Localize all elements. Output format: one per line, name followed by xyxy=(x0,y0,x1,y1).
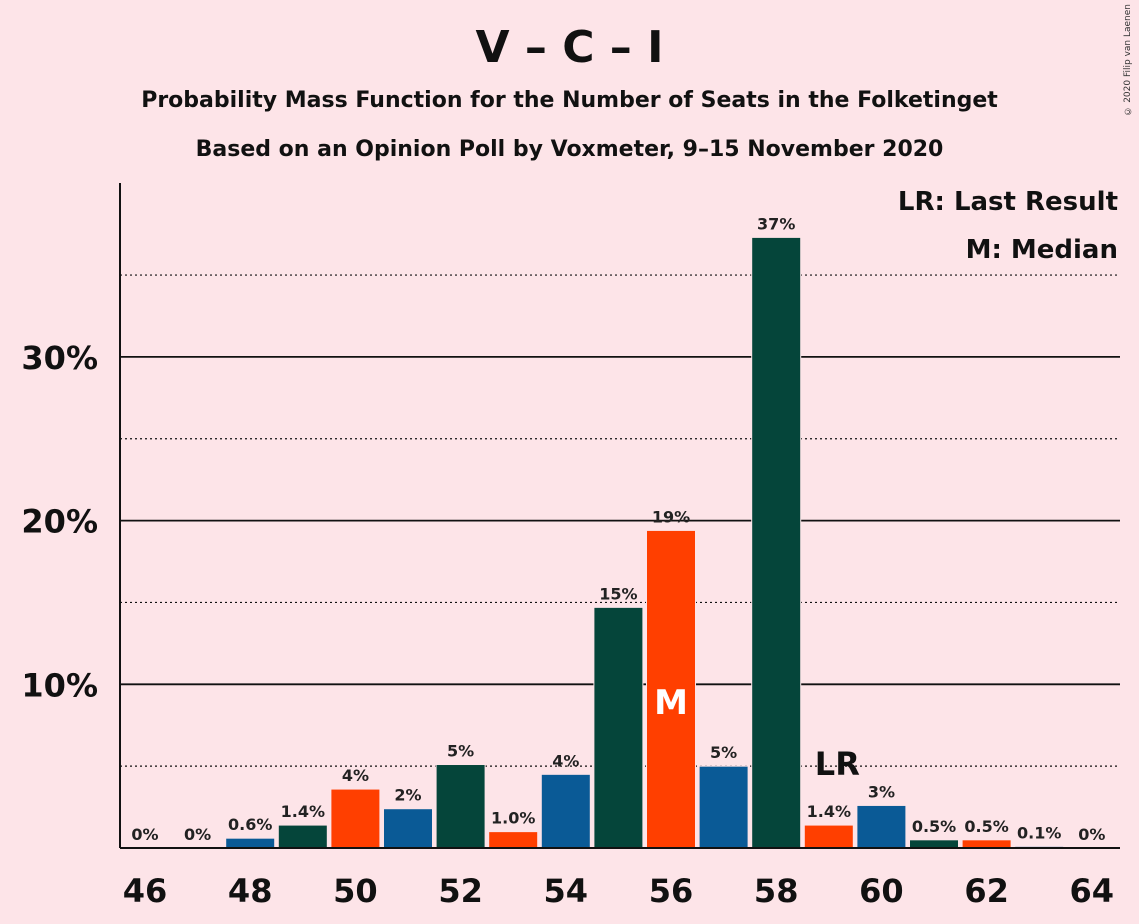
bar-seat-62 xyxy=(961,839,1012,849)
median-marker: M xyxy=(654,683,688,723)
x-tick-label: 62 xyxy=(964,872,1009,910)
bar-seat-59 xyxy=(803,824,854,849)
bar-value-label: 4% xyxy=(552,751,579,770)
legend-last-result: LR: Last Result xyxy=(898,187,1118,217)
x-tick-label: 52 xyxy=(438,872,483,910)
bar-seat-60 xyxy=(856,804,907,849)
bar-value-label: 37% xyxy=(757,214,795,233)
bar-value-label: 1.0% xyxy=(491,809,535,828)
x-tick-label: 48 xyxy=(228,872,273,910)
x-tick-label: 60 xyxy=(859,872,904,910)
chart-subtitle-2: Based on an Opinion Poll by Voxmeter, 9–… xyxy=(195,137,944,162)
chart-title: V – C – I xyxy=(475,22,664,73)
bar-seat-48 xyxy=(225,837,276,849)
x-tick-label: 54 xyxy=(544,872,589,910)
bar-value-label: 1.4% xyxy=(807,802,851,821)
bar-seat-55 xyxy=(593,606,644,849)
x-tick-label: 50 xyxy=(333,872,378,910)
bar-seat-50 xyxy=(330,788,381,849)
bar-value-label: 15% xyxy=(599,584,637,603)
bar-value-label: 4% xyxy=(342,766,369,785)
x-tick-label: 56 xyxy=(649,872,694,910)
bar-value-label: 5% xyxy=(710,743,737,762)
last-result-marker: LR xyxy=(815,745,860,783)
x-tick-label: 64 xyxy=(1070,872,1115,910)
x-tick-label: 58 xyxy=(754,872,799,910)
chart-subtitle-1: Probability Mass Function for the Number… xyxy=(141,88,998,113)
bar-value-label: 0.6% xyxy=(228,815,272,834)
bar-value-label: 2% xyxy=(394,786,421,805)
legend-median: M: Median xyxy=(966,235,1118,265)
bar-value-label: 5% xyxy=(447,742,474,761)
bar-seat-53 xyxy=(488,831,539,849)
bar-value-label: 0% xyxy=(131,825,158,844)
x-tick-label: 46 xyxy=(123,872,168,910)
bar-seat-49 xyxy=(277,824,328,849)
bar-seat-56 xyxy=(646,529,696,849)
bar-value-label: 0.5% xyxy=(912,817,956,836)
bar-seat-51 xyxy=(383,808,433,849)
bar-value-label: 0% xyxy=(184,825,211,844)
bar-seat-58 xyxy=(751,236,802,849)
bar-seat-54 xyxy=(540,773,591,849)
y-tick-label: 10% xyxy=(21,666,98,704)
y-tick-label: 20% xyxy=(21,503,98,541)
bar-value-label: 0.5% xyxy=(964,817,1008,836)
bar-value-label: 1.4% xyxy=(281,802,325,821)
bar-seat-61 xyxy=(909,839,959,849)
bar-value-label: 0% xyxy=(1078,825,1105,844)
bar-seat-57 xyxy=(698,765,749,849)
bar-value-label: 19% xyxy=(652,507,690,526)
bar-value-label: 0.1% xyxy=(1017,823,1061,842)
y-tick-label: 30% xyxy=(21,339,98,377)
bar-seat-52 xyxy=(435,764,486,849)
bar-value-label: 3% xyxy=(868,782,895,801)
